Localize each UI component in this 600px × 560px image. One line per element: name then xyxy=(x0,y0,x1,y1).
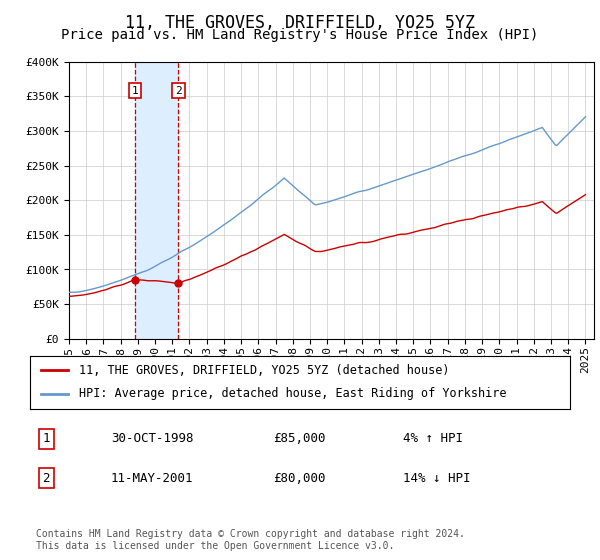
Text: HPI: Average price, detached house, East Riding of Yorkshire: HPI: Average price, detached house, East… xyxy=(79,388,506,400)
Text: 2: 2 xyxy=(43,472,50,484)
Text: 14% ↓ HPI: 14% ↓ HPI xyxy=(403,472,470,484)
Text: 2: 2 xyxy=(175,86,182,96)
Text: Price paid vs. HM Land Registry's House Price Index (HPI): Price paid vs. HM Land Registry's House … xyxy=(61,28,539,42)
Text: Contains HM Land Registry data © Crown copyright and database right 2024.
This d: Contains HM Land Registry data © Crown c… xyxy=(36,529,465,551)
Text: 1: 1 xyxy=(43,432,50,445)
Text: 1: 1 xyxy=(131,86,139,96)
Text: 11-MAY-2001: 11-MAY-2001 xyxy=(111,472,193,484)
Text: 11, THE GROVES, DRIFFIELD, YO25 5YZ: 11, THE GROVES, DRIFFIELD, YO25 5YZ xyxy=(125,14,475,32)
Text: 11, THE GROVES, DRIFFIELD, YO25 5YZ (detached house): 11, THE GROVES, DRIFFIELD, YO25 5YZ (det… xyxy=(79,364,449,377)
Text: £80,000: £80,000 xyxy=(273,472,325,484)
Bar xyxy=(135,62,178,339)
Text: 4% ↑ HPI: 4% ↑ HPI xyxy=(403,432,463,445)
Text: 30-OCT-1998: 30-OCT-1998 xyxy=(111,432,193,445)
Text: £85,000: £85,000 xyxy=(273,432,325,445)
